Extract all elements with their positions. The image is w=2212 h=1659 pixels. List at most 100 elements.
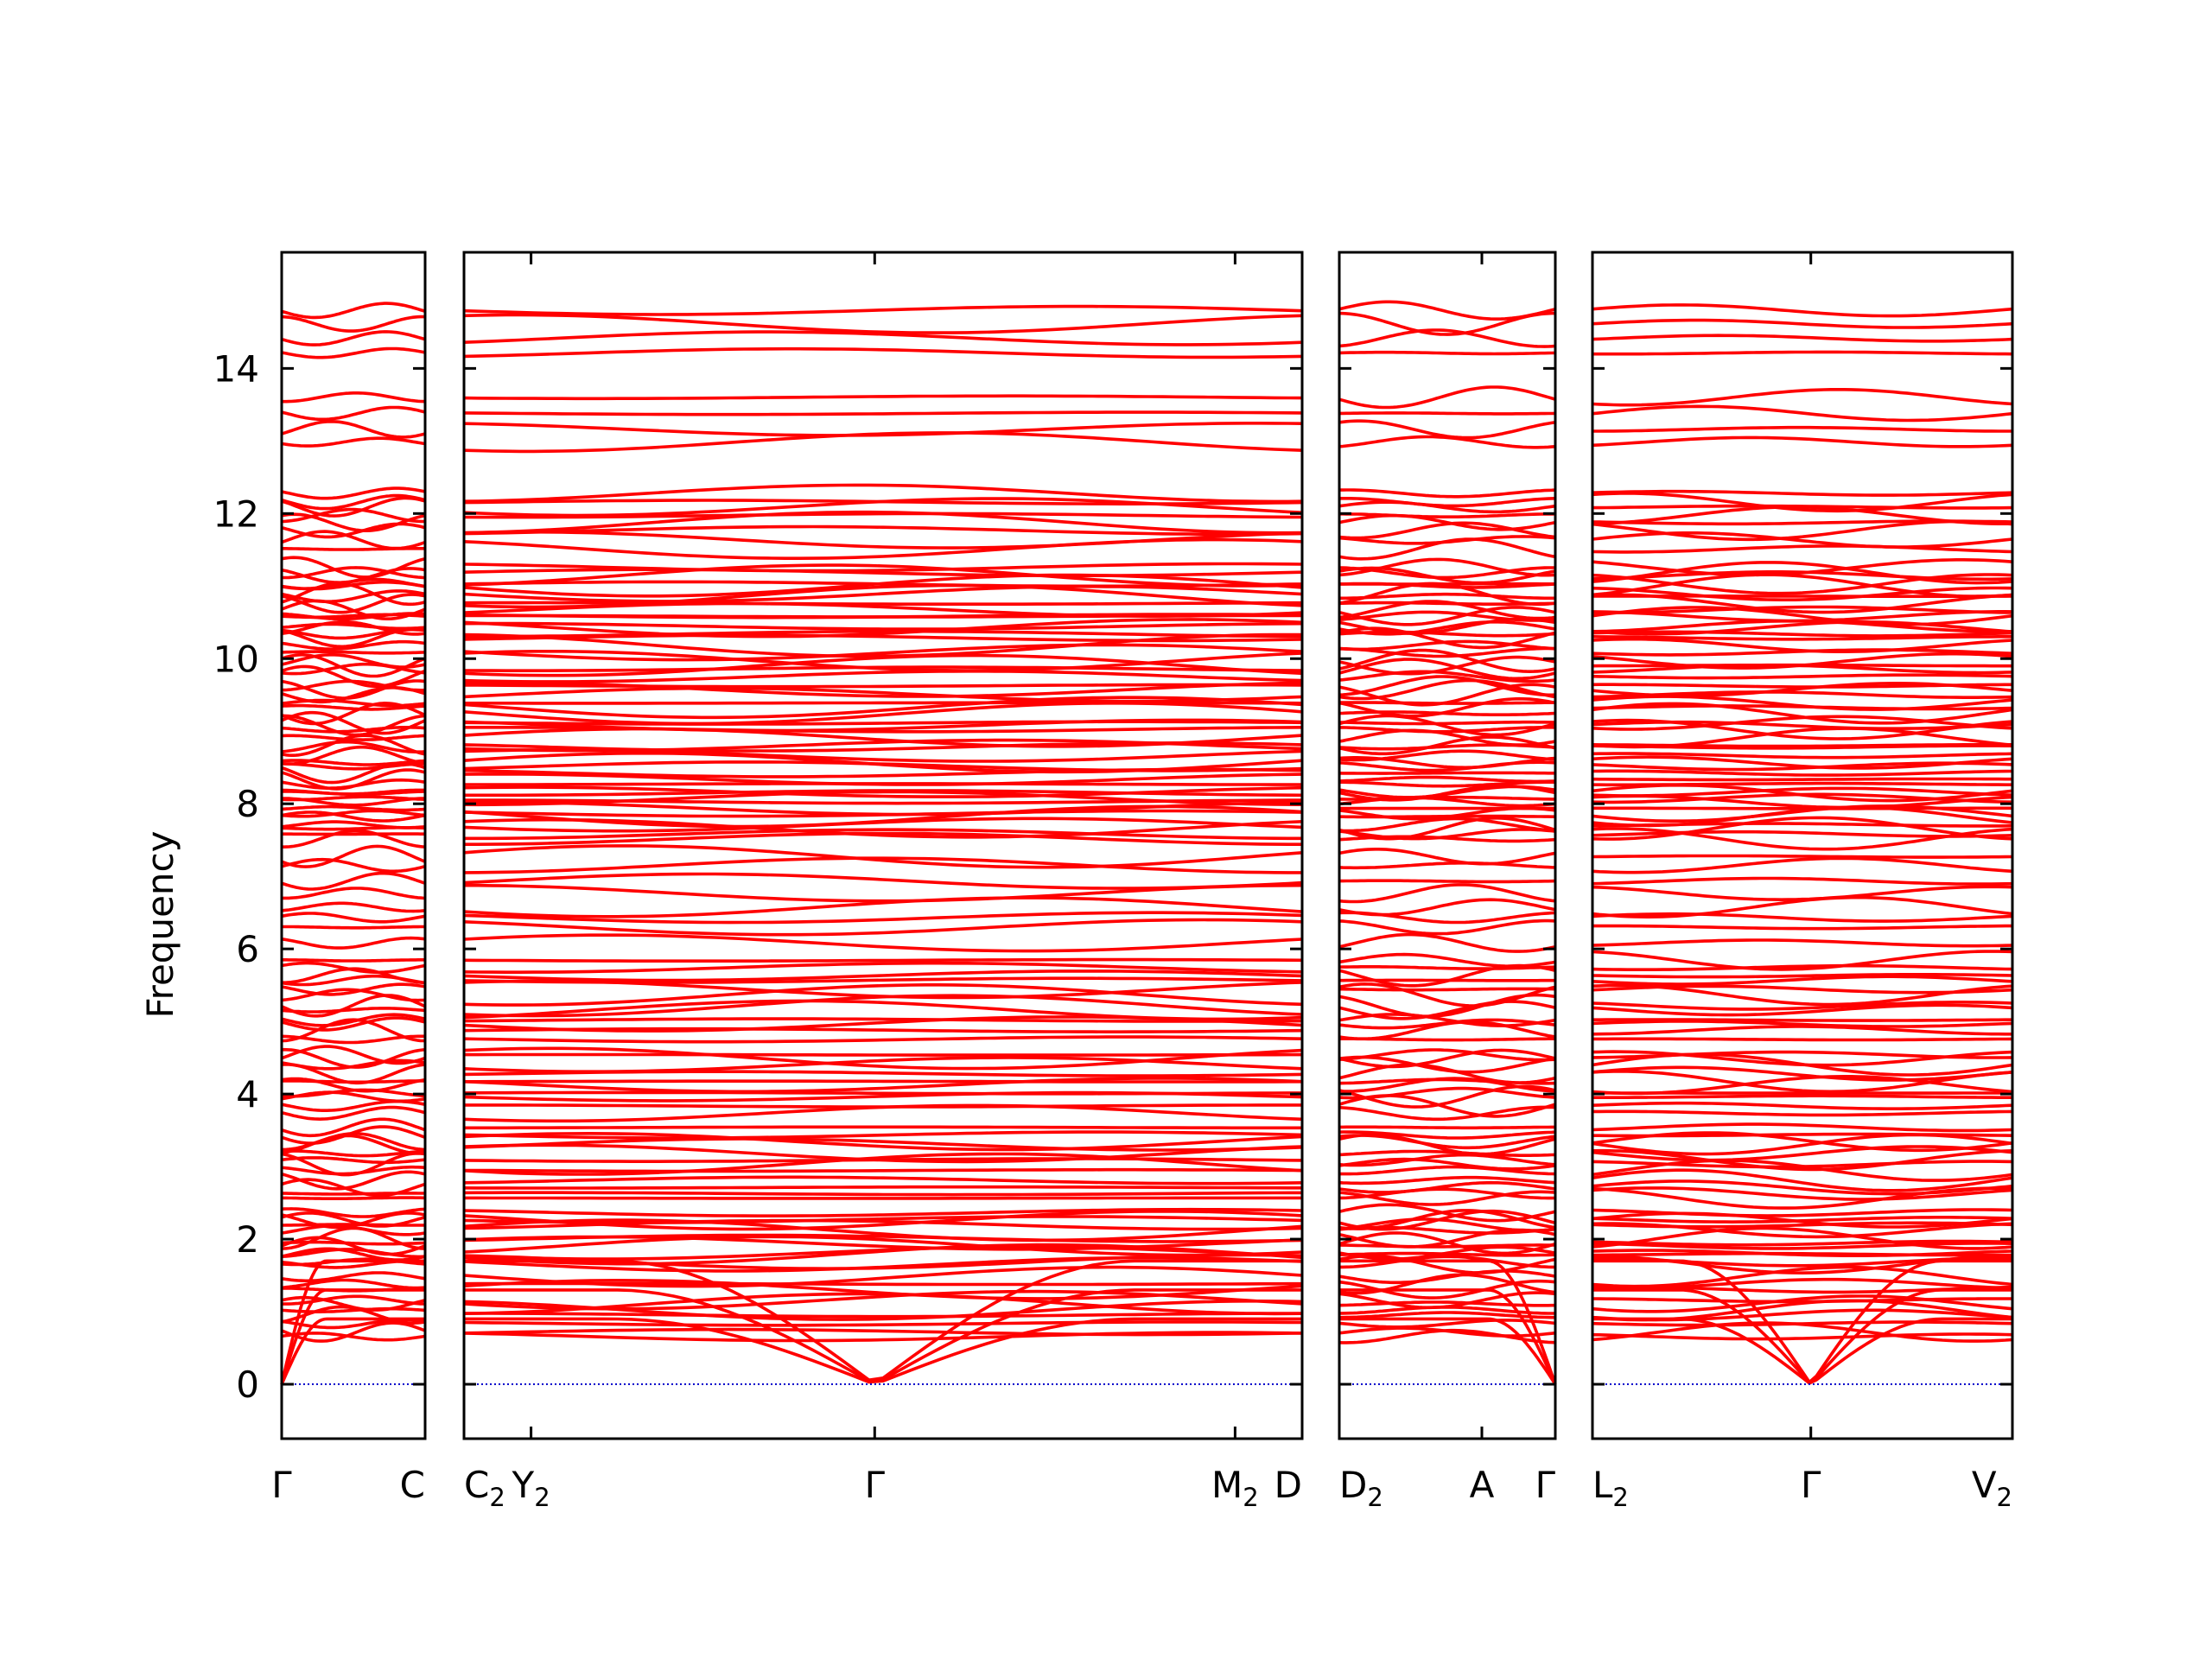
band-line	[282, 566, 426, 580]
band-line	[1592, 1221, 2013, 1229]
band-line	[1592, 1168, 2013, 1192]
band-line	[463, 499, 1303, 505]
band-line	[463, 568, 1303, 578]
x-tick-label: Γ	[271, 1464, 292, 1506]
band-line	[463, 1210, 1303, 1231]
band-line	[1592, 806, 2012, 810]
band-line	[282, 925, 425, 930]
band-line	[280, 1288, 425, 1385]
band-line	[1338, 714, 1556, 737]
band-line	[1338, 350, 1556, 356]
band-line	[463, 872, 1303, 890]
band-line	[1338, 1000, 1556, 1020]
band-line	[1592, 1297, 2012, 1304]
y-tick-label: 12	[213, 493, 259, 535]
band-line	[463, 1245, 1303, 1261]
band-line	[1592, 752, 2013, 760]
band-line	[281, 302, 426, 320]
band-line	[1592, 350, 2013, 356]
band-line	[1592, 1109, 2013, 1117]
band-line	[463, 983, 1303, 1007]
band-line	[1592, 777, 2012, 782]
y-tick-label: 2	[236, 1218, 259, 1261]
band-line	[1592, 303, 2013, 318]
band-line	[1338, 670, 1556, 683]
band-line	[281, 664, 426, 689]
band-line	[1338, 1018, 1556, 1030]
band-line	[463, 800, 1303, 817]
band-line	[281, 1278, 426, 1290]
band-line	[463, 562, 1303, 573]
band-line	[1338, 385, 1556, 410]
band-line	[1339, 780, 1555, 788]
band-line	[281, 653, 426, 678]
band-line	[1338, 1055, 1556, 1074]
band-line	[1338, 1319, 1556, 1329]
band-line	[463, 313, 1303, 334]
band-line	[1592, 425, 2012, 433]
band-line	[281, 734, 426, 742]
band-line	[463, 583, 1303, 609]
band-line	[1592, 1160, 2013, 1169]
band-line	[1338, 898, 1556, 917]
band-line	[281, 829, 426, 849]
band-line	[1338, 1175, 1556, 1185]
band-line	[282, 887, 426, 900]
band-line	[281, 1007, 426, 1014]
band-line	[463, 580, 1303, 588]
band-line	[1592, 755, 2013, 770]
band-line	[463, 632, 1303, 658]
band-line	[281, 844, 426, 868]
band-line	[1592, 1294, 2013, 1313]
band-line	[463, 961, 1303, 974]
band-line	[463, 524, 1303, 537]
band-line	[1338, 1245, 1556, 1261]
band-line	[463, 422, 1303, 437]
band-line	[1338, 817, 1556, 841]
band-line	[463, 410, 1303, 416]
band-line	[1592, 830, 2013, 838]
x-tick-label: C	[400, 1464, 425, 1506]
band-line	[464, 1317, 1302, 1384]
band-line	[281, 493, 426, 511]
band-line	[463, 483, 1303, 504]
band-line	[1592, 885, 2013, 902]
band-line	[1592, 1020, 2013, 1028]
band-line	[1592, 1025, 2012, 1036]
frames-layer	[280, 251, 2014, 1440]
band-line	[1592, 492, 2013, 513]
band-line	[281, 1192, 425, 1196]
band-line	[463, 1017, 1303, 1023]
band-line	[1338, 883, 1556, 904]
band-line	[1592, 963, 2013, 971]
band-line	[463, 856, 1302, 874]
band-line	[1338, 1048, 1556, 1069]
band-line	[281, 1224, 426, 1236]
band-line	[1592, 635, 2012, 641]
band-line	[1338, 1187, 1556, 1200]
band-line	[463, 601, 1302, 606]
band-line	[1338, 735, 1556, 756]
band-line	[1339, 592, 1555, 601]
band-line	[280, 1259, 425, 1385]
panel-frame	[1591, 251, 2014, 1440]
band-line	[281, 745, 426, 766]
band-line	[281, 1047, 426, 1069]
band-line	[281, 507, 425, 524]
x-tick-label: Γ	[1535, 1464, 1556, 1506]
band-line	[281, 1117, 426, 1138]
band-line	[1592, 984, 2013, 995]
band-line	[1592, 1226, 2013, 1250]
band-line	[463, 785, 1303, 798]
band-line	[1592, 973, 2013, 979]
band-line	[1592, 573, 2013, 598]
band-line	[1592, 586, 2013, 601]
band-line	[281, 768, 426, 791]
panel-frame	[462, 251, 1304, 1440]
band-line	[463, 643, 1303, 662]
band-line	[463, 720, 1303, 726]
band-line	[281, 857, 426, 874]
y-axis-label: Frequency	[139, 831, 181, 1019]
band-line	[463, 1131, 1303, 1152]
band-line	[1592, 786, 2013, 798]
